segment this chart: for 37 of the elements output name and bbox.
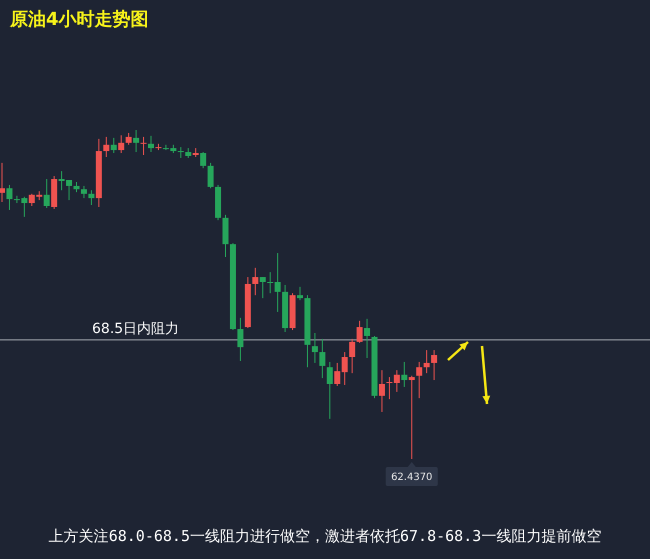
candlestick (260, 276, 266, 299)
candlestick (208, 162, 214, 189)
candlestick (74, 181, 80, 193)
candlestick (408, 375, 415, 460)
candlestick (237, 317, 244, 362)
candlestick (401, 361, 408, 388)
candlestick (349, 338, 356, 374)
candlestick (200, 152, 206, 169)
candlestick (178, 146, 184, 158)
ref-line-label: 68.5日内阻力 (92, 320, 180, 337)
candlestick (6, 184, 12, 210)
candlestick (431, 350, 438, 381)
candlestick (148, 135, 154, 153)
chart-title: 原油4小时走势图 (9, 9, 149, 30)
candlestick (80, 185, 87, 199)
candlestick (0, 162, 5, 203)
candlestick (319, 338, 326, 379)
candlestick (140, 136, 147, 156)
annotation: 62.4370 (391, 472, 432, 483)
candlestick (110, 137, 117, 154)
candlestick (424, 350, 430, 374)
candlestick (103, 136, 110, 158)
candlestick (297, 286, 303, 301)
candlestick (252, 267, 258, 296)
candlestick (378, 370, 385, 412)
candlestick (185, 148, 192, 158)
candlestick (326, 361, 333, 420)
candlestick (88, 190, 94, 206)
candlestick (44, 178, 50, 208)
text: 上方关注68.0-68.5一线阻力进行做空，激进者依托67.8-68.3一线阻力提前做空 (48, 527, 602, 545)
candlestick (364, 318, 370, 358)
candlestick (416, 361, 422, 399)
candlestick (312, 332, 318, 364)
candlestick (356, 320, 363, 344)
candlestick (118, 134, 124, 154)
candlestick (126, 132, 132, 146)
candlestick (133, 130, 140, 153)
